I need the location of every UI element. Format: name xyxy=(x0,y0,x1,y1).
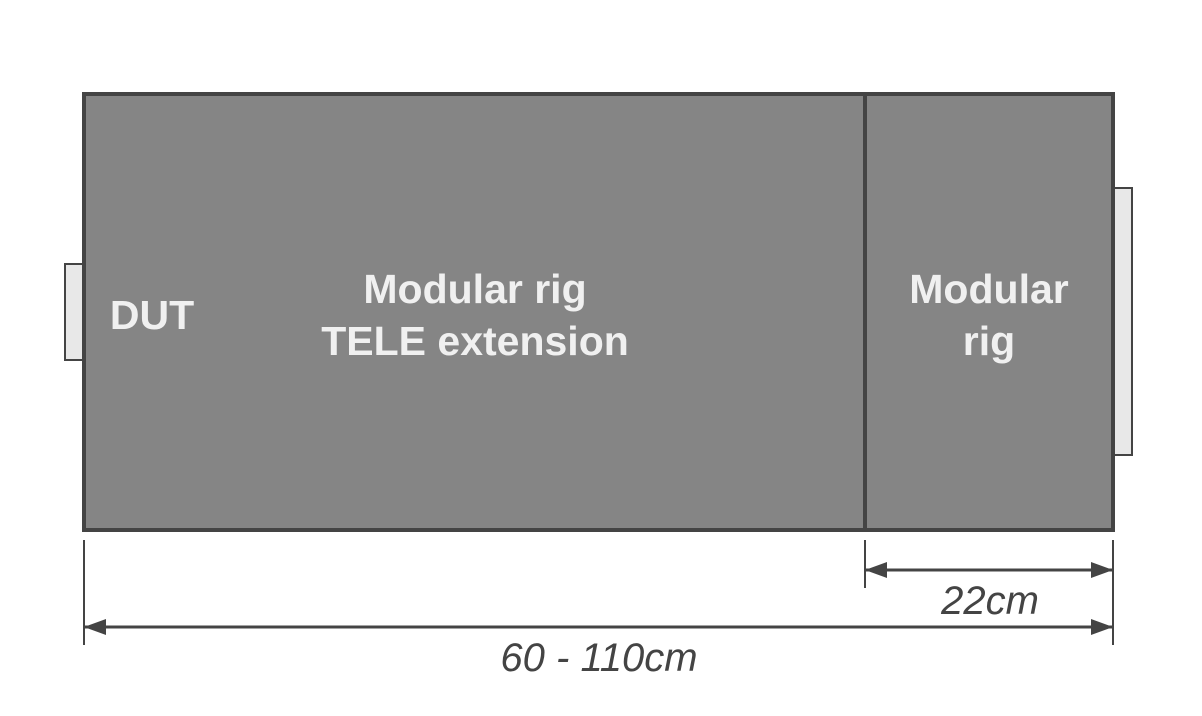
rig-label-line2: rig xyxy=(963,318,1015,364)
rig-body xyxy=(82,92,1115,532)
rig-label-line1: Modular xyxy=(909,266,1068,312)
dut-label: DUT xyxy=(110,292,194,338)
extension-label-line1: Modular rig xyxy=(363,266,586,312)
extension-label-line2: TELE extension xyxy=(321,318,629,364)
dut-tab-left xyxy=(64,263,84,361)
rig-tab-right xyxy=(1112,187,1133,456)
rig-width-label: 22cm xyxy=(940,579,1039,623)
total-length-label: 60 - 110cm xyxy=(500,636,697,680)
